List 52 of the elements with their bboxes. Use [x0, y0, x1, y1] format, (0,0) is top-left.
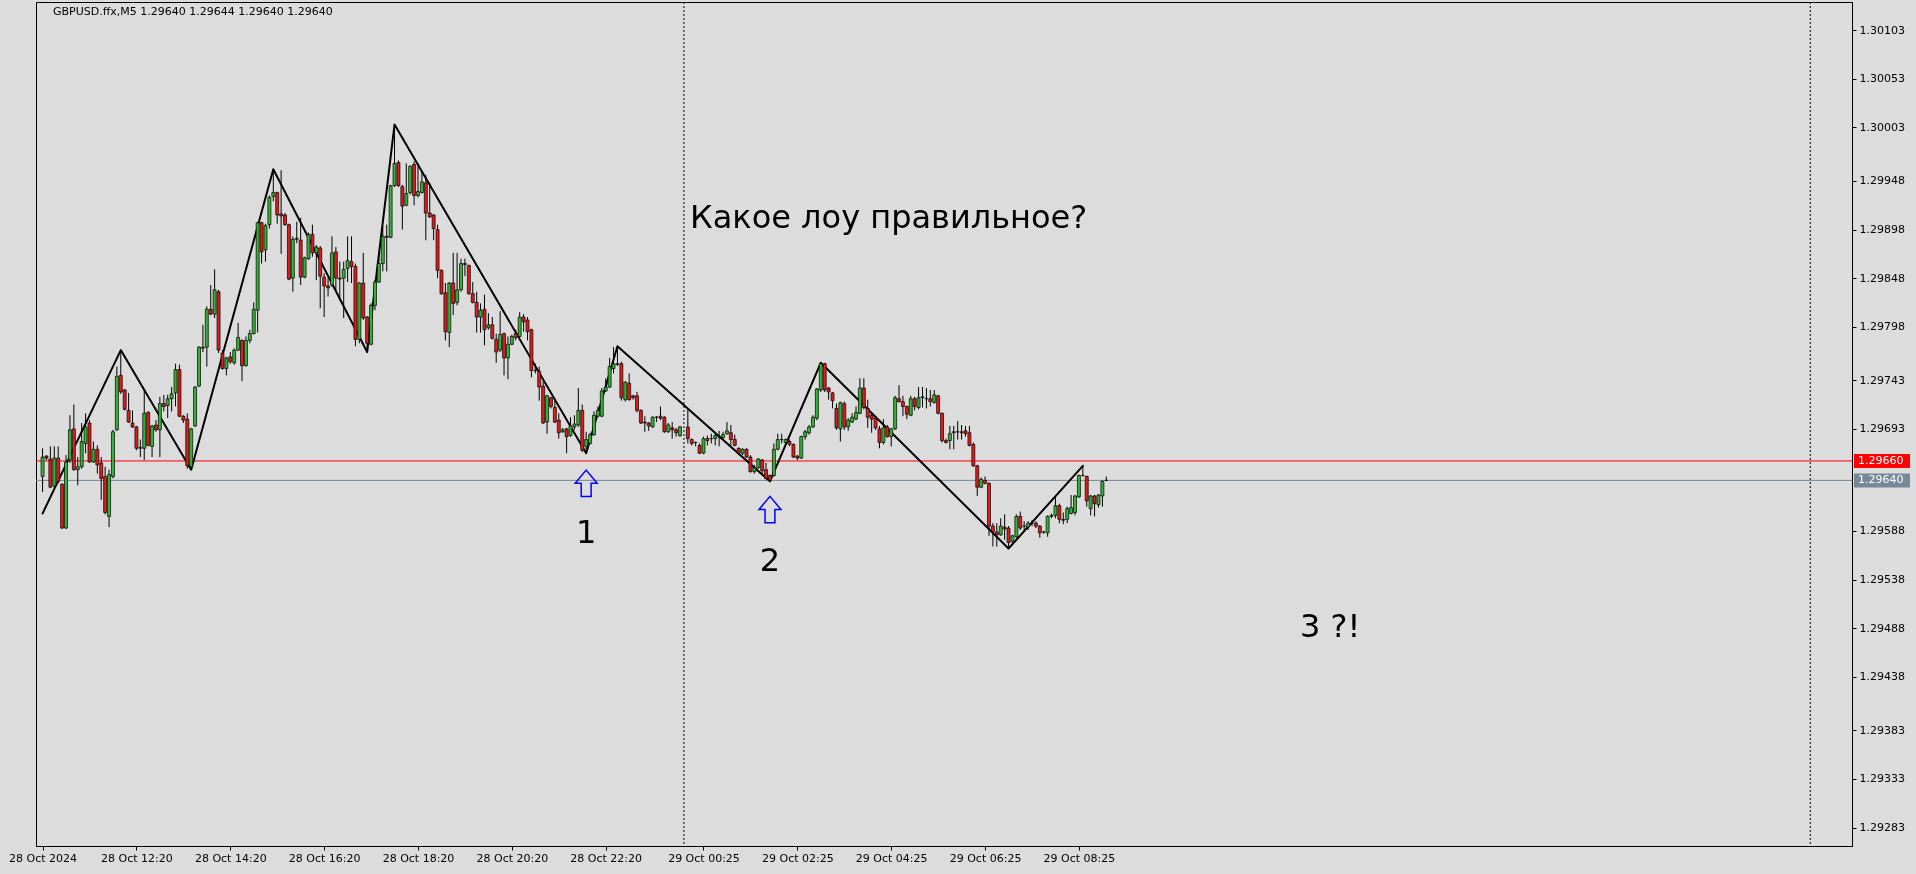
candlestick [95, 444, 100, 475]
candlestick [478, 302, 483, 334]
y-tick-label: 1.29383 [1859, 723, 1905, 737]
candlestick [126, 392, 131, 424]
candlestick [1014, 513, 1019, 539]
ref-line-label: 1.29640 [1858, 473, 1904, 487]
y-tick-label: 1.29438 [1859, 670, 1905, 684]
y-tick-label: 1.29333 [1859, 772, 1905, 786]
y-tick-label: 1.30103 [1859, 23, 1905, 37]
candlestick [729, 424, 733, 446]
candlestick [474, 291, 479, 334]
x-tick-label: 28 Oct 18:20 [382, 851, 455, 865]
y-tick-label: 1.29743 [1859, 373, 1905, 387]
x-tick-label: 29 Oct 04:25 [855, 851, 928, 865]
candlestick [951, 425, 956, 450]
candlestick [920, 386, 925, 408]
y-tick-label: 1.30053 [1859, 72, 1905, 86]
candlestick [279, 169, 283, 255]
candlestick [948, 425, 952, 450]
x-tick-label: 29 Oct 08:25 [1043, 851, 1116, 865]
x-tick-label: 28 Oct 12:20 [101, 851, 173, 865]
annotation: 2 [759, 541, 781, 580]
x-tick-label: 29 Oct 02:25 [761, 851, 834, 865]
candlestick [506, 335, 510, 380]
candlestick [517, 311, 522, 338]
y-tick-label: 1.30003 [1859, 120, 1905, 134]
ref-line-label: 1.29660 [1858, 453, 1904, 467]
y-tick-label: 1.29283 [1859, 821, 1905, 835]
x-tick-label: 28 Oct 16:20 [288, 851, 361, 865]
x-tick-label: 29 Oct 06:25 [949, 851, 1022, 865]
x-tick-label: 28 Oct 14:20 [194, 851, 267, 865]
chart-title: GBPUSD.ffx,M5 1.29640 1.29644 1.29640 1.29640 [53, 5, 333, 18]
candlestick [869, 412, 874, 434]
x-tick-label: 28 Oct 2024 [9, 851, 78, 865]
candlestick [455, 252, 459, 306]
y-tick-label: 1.29848 [1859, 271, 1905, 285]
x-tick-label: 28 Oct 22:20 [570, 851, 643, 865]
candlestick [56, 445, 61, 484]
annotation: 1 [575, 513, 597, 552]
y-tick-label: 1.29693 [1859, 422, 1905, 436]
y-tick-label: 1.29898 [1859, 223, 1905, 237]
annotation: Какое лоу правильное? [690, 198, 1088, 236]
candlestick [834, 403, 839, 431]
x-tick-label: 29 Oct 00:25 [668, 851, 740, 865]
y-tick-label: 1.29948 [1859, 174, 1905, 188]
annotation: 3 ?! [1300, 607, 1361, 645]
y-tick-label: 1.29488 [1859, 621, 1905, 635]
y-tick-label: 1.29798 [1859, 320, 1905, 334]
x-tick-label: 28 Oct 20:20 [476, 851, 549, 865]
y-tick-label: 1.29588 [1859, 524, 1905, 538]
y-tick-label: 1.29538 [1859, 573, 1905, 587]
candlestick [416, 162, 420, 198]
